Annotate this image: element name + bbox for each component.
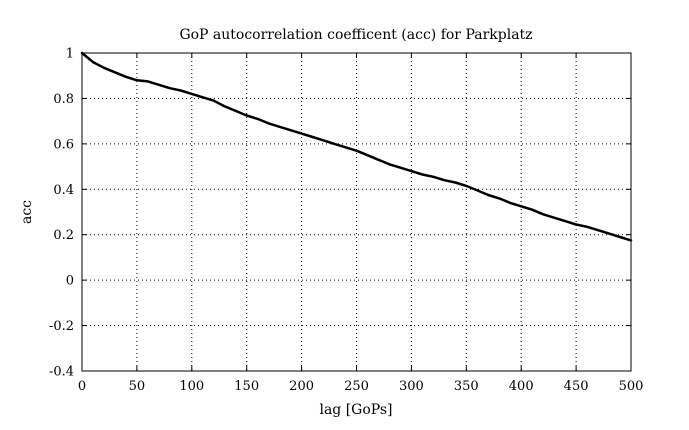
grid-lines [82, 53, 631, 371]
chart-title: GoP autocorrelation coefficent (acc) for… [179, 27, 532, 43]
x-tick-label: 200 [289, 379, 314, 394]
y-axis-label: acc [19, 200, 35, 224]
y-tick-label: -0.4 [49, 365, 74, 380]
x-tick-label: 250 [344, 379, 369, 394]
x-tick-label: 50 [129, 379, 146, 394]
x-axis-ticks: 0 50 100 150 200 250 300 350 400 450 500 [78, 53, 644, 394]
y-tick-label: 1 [66, 47, 74, 62]
plot-area-frame [81, 52, 632, 372]
x-tick-label: 150 [234, 379, 259, 394]
y-tick-label: 0 [66, 274, 74, 289]
y-tick-label: 0.4 [53, 183, 74, 198]
y-tick-label: -0.2 [49, 319, 74, 334]
y-axis-ticks: -0.4 -0.2 0 0.2 0.4 0.6 0.8 1 [49, 47, 631, 380]
x-tick-label: 400 [509, 379, 534, 394]
y-tick-label: 0.2 [53, 228, 74, 243]
x-tick-label: 350 [454, 379, 479, 394]
y-tick-label: 0.6 [53, 137, 74, 152]
x-tick-label: 0 [78, 379, 86, 394]
x-tick-label: 500 [619, 379, 644, 394]
x-axis-label: lag [GoPs] [319, 402, 392, 418]
x-tick-label: 300 [399, 379, 424, 394]
acc-series-line [80, 51, 633, 242]
y-tick-label: 0.8 [53, 92, 74, 107]
x-tick-label: 100 [179, 379, 204, 394]
x-tick-label: 450 [564, 379, 589, 394]
